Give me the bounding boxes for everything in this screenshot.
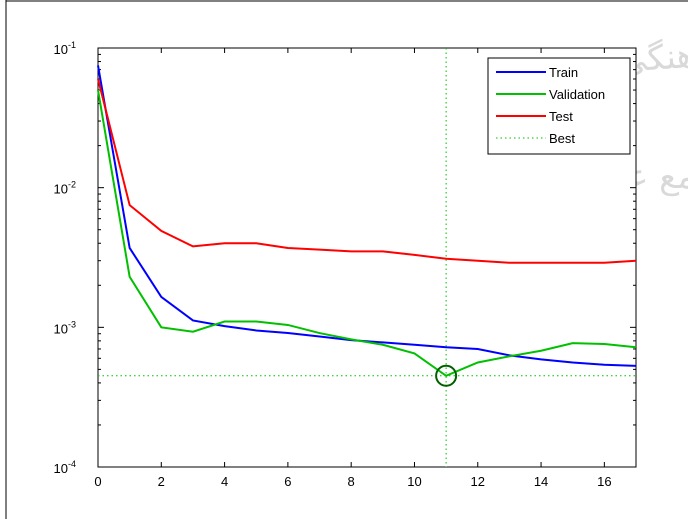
x-tick-label: 4	[221, 474, 228, 489]
best-marker-circle	[435, 364, 458, 387]
legend-label-best: Best	[549, 131, 575, 146]
x-tick-label: 12	[471, 474, 485, 489]
x-tick-label: 6	[284, 474, 291, 489]
legend-label-test: Test	[549, 109, 573, 124]
y-tick-label: 10-3	[54, 319, 76, 336]
x-axis-ticks: 0 2 4 6 8 10 12 14 16	[94, 48, 612, 489]
legend-box	[487, 57, 631, 155]
x-tick-label: 10	[407, 474, 421, 489]
x-tick-label: 14	[534, 474, 548, 489]
y-tick-label: 10-2	[54, 180, 76, 197]
y-axis-ticks: 10-4 10-3 10-2 10-1	[54, 40, 636, 476]
series-layer	[97, 48, 637, 467]
y-tick-label: 10-1	[54, 40, 76, 57]
x-tick-label: 16	[597, 474, 611, 489]
legend: Train Validation Test Best	[487, 57, 631, 155]
legend-label-validation: Validation	[549, 87, 605, 102]
x-tick-label: 8	[348, 474, 355, 489]
series-line-validation	[97, 89, 637, 377]
x-tick-label: 2	[158, 474, 165, 489]
x-tick-label: 0	[94, 474, 101, 489]
legend-label-train: Train	[549, 65, 578, 80]
y-tick-label: 10-4	[54, 459, 76, 476]
series-line-test	[97, 78, 637, 264]
